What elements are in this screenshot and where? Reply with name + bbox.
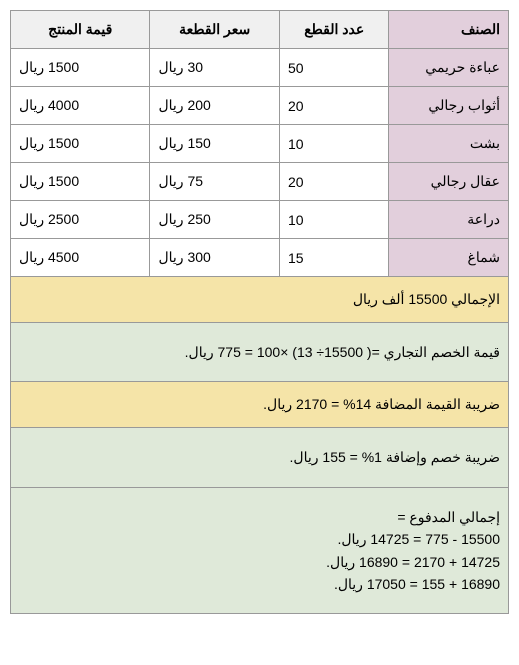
col-product-value: قيمة المنتج — [11, 11, 150, 49]
discount-text: قيمة الخصم التجاري =( 15500÷ 13) ×100 = … — [11, 323, 509, 382]
col-category: الصنف — [389, 11, 509, 49]
row-extra-tax: ضريبة خصم وإضافة 1% = 155 ريال. — [11, 428, 509, 487]
header-row: الصنف عدد القطع سعر القطعة قيمة المنتج — [11, 11, 509, 49]
invoice-table: الصنف عدد القطع سعر القطعة قيمة المنتج ع… — [10, 10, 509, 614]
cell-quantity: 20 — [279, 87, 389, 125]
cell-quantity: 50 — [279, 49, 389, 87]
row-paid: إجمالي المدفوع = 15500 - 775 = 14725 ريا… — [11, 487, 509, 614]
cell-category: عباءة حريمي — [389, 49, 509, 87]
cell-product-value: 1500 ريال — [11, 163, 150, 201]
col-quantity: عدد القطع — [279, 11, 389, 49]
cell-quantity: 15 — [279, 239, 389, 277]
cell-category: بشت — [389, 125, 509, 163]
paid-text: إجمالي المدفوع = 15500 - 775 = 14725 ريا… — [11, 487, 509, 614]
table-row: عقال رجالي 20 75 ريال 1500 ريال — [11, 163, 509, 201]
cell-category: عقال رجالي — [389, 163, 509, 201]
table-row: أثواب رجالي 20 200 ريال 4000 ريال — [11, 87, 509, 125]
col-unit-price: سعر القطعة — [150, 11, 279, 49]
table-row: شماغ 15 300 ريال 4500 ريال — [11, 239, 509, 277]
cell-product-value: 4500 ريال — [11, 239, 150, 277]
cell-unit-price: 250 ريال — [150, 201, 279, 239]
cell-product-value: 2500 ريال — [11, 201, 150, 239]
cell-unit-price: 300 ريال — [150, 239, 279, 277]
cell-category: شماغ — [389, 239, 509, 277]
cell-quantity: 10 — [279, 125, 389, 163]
extra-tax-text: ضريبة خصم وإضافة 1% = 155 ريال. — [11, 428, 509, 487]
table-row: دراعة 10 250 ريال 2500 ريال — [11, 201, 509, 239]
total-text: الإجمالي 15500 ألف ريال — [11, 277, 509, 323]
row-vat: ضريبة القيمة المضافة 14% = 2170 ريال. — [11, 382, 509, 428]
cell-unit-price: 75 ريال — [150, 163, 279, 201]
cell-category: أثواب رجالي — [389, 87, 509, 125]
table-row: بشت 10 150 ريال 1500 ريال — [11, 125, 509, 163]
cell-category: دراعة — [389, 201, 509, 239]
table-row: عباءة حريمي 50 30 ريال 1500 ريال — [11, 49, 509, 87]
cell-product-value: 1500 ريال — [11, 49, 150, 87]
cell-quantity: 20 — [279, 163, 389, 201]
row-discount: قيمة الخصم التجاري =( 15500÷ 13) ×100 = … — [11, 323, 509, 382]
cell-unit-price: 150 ريال — [150, 125, 279, 163]
row-total: الإجمالي 15500 ألف ريال — [11, 277, 509, 323]
cell-product-value: 1500 ريال — [11, 125, 150, 163]
cell-quantity: 10 — [279, 201, 389, 239]
cell-unit-price: 200 ريال — [150, 87, 279, 125]
cell-unit-price: 30 ريال — [150, 49, 279, 87]
vat-text: ضريبة القيمة المضافة 14% = 2170 ريال. — [11, 382, 509, 428]
cell-product-value: 4000 ريال — [11, 87, 150, 125]
